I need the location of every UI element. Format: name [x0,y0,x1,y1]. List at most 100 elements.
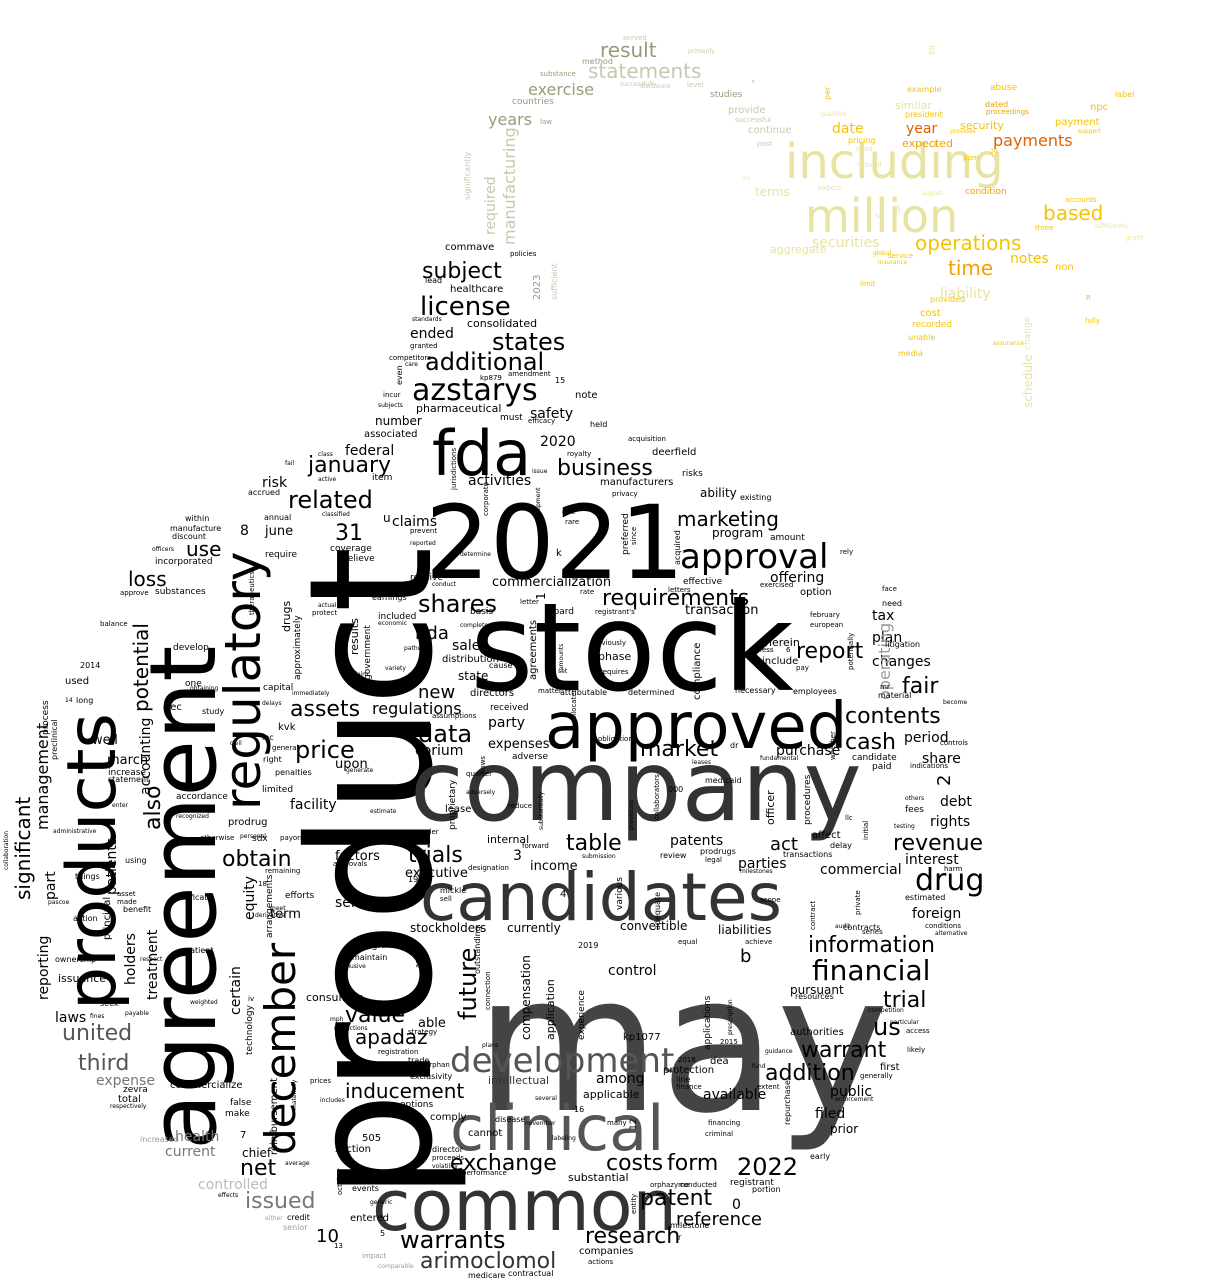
cloud-word: civil [230,740,242,747]
cloud-word: allocated [570,688,578,720]
cloud-word: cash [845,730,896,755]
cloud-word: registrant [730,1178,774,1188]
cloud-word: letter [520,598,539,606]
cloud-word: reference [676,1209,762,1230]
cloud-word: comparable [378,1263,414,1270]
cloud-word: prices [310,1077,331,1085]
cloud-word: parties [738,856,787,872]
cloud-word: insurance [878,259,908,266]
cloud-word: asset [117,890,136,898]
cloud-word: rely [840,548,853,556]
cloud-word: technology [245,1004,255,1055]
cloud-word: date [832,121,864,137]
cloud-word: derivative [255,912,285,919]
cloud-word: provided [930,295,965,304]
cloud-word: media [898,349,923,358]
cloud-word: term [270,907,301,922]
cloud-word: prescription [727,999,734,1035]
cloud-word: granted [410,342,438,350]
cloud-word: agreement [130,646,237,1150]
cloud-word: expense [96,1073,155,1089]
cloud-word: value [345,1003,405,1028]
cloud-word: trade [408,1056,429,1065]
cloud-word: develop [173,643,209,653]
cloud-word: R [1086,294,1091,302]
cloud-word: aggregate [770,243,827,256]
cloud-word: chief [242,1146,272,1160]
cloud-word: basis [470,607,493,617]
cloud-word: acquisition [628,435,666,443]
cloud-word: forward [522,842,549,850]
cloud-word: also [141,785,166,830]
cloud-word: azstarys [412,373,538,408]
cloud-word: guidance [765,1048,793,1055]
cloud-word: abuse [990,83,1018,93]
cloud-word: schedule [1021,354,1035,408]
cloud-word: third [78,1051,129,1076]
cloud-word: patient [185,946,213,955]
cloud-word: less [760,646,774,654]
cloud-word: 6 [786,646,791,654]
cloud-word: note [575,390,598,401]
cloud-word: active [318,476,337,483]
cloud-word: arimoclomol [420,1249,556,1274]
cloud-word: discount [172,532,206,541]
cloud-word: 2023 [532,275,543,300]
cloud-word: manufacturers [600,477,673,488]
cloud-word: data [418,720,472,748]
cloud-word: actions [588,1258,614,1266]
cloud-word: material [878,691,911,700]
cloud-word: factors [335,849,380,864]
cloud-word: preclinical [50,719,59,760]
cloud-word: employees [793,687,837,696]
cloud-word: regulations [372,699,462,718]
cloud-word: designation [468,864,509,872]
cloud-word: alternative [935,930,968,937]
cloud-word: orphazyme [650,1181,689,1189]
cloud-word: events [352,1184,379,1193]
cloud-word: non [1055,262,1074,273]
cloud-word: enforcement [835,1096,874,1103]
cloud-word: efforts [285,891,314,901]
cloud-word: agreed [414,943,422,968]
cloud-word: related [288,486,373,514]
cloud-word: experience [577,990,587,1040]
cloud-word: average [285,1160,310,1167]
cloud-word: officer [764,790,777,825]
cloud-word: competition [868,1007,904,1014]
cloud-word: report [796,639,864,664]
cloud-word: certain [228,966,244,1015]
cloud-word: connection [484,971,492,1010]
cloud-word: government [363,625,373,680]
cloud-word: qualified [820,111,846,118]
cloud-word: sec [165,702,182,713]
cloud-word: 13 [334,1242,343,1250]
cloud-word: c [752,79,755,85]
cloud-word: care [405,361,418,368]
cloud-word: include [762,656,798,667]
cloud-word: fully [1085,317,1100,325]
cloud-word: prodrugs [700,847,736,856]
cloud-word: credit [287,1213,310,1222]
cloud-word: loss [128,567,167,591]
cloud-word: controlled [198,1177,268,1193]
cloud-word: arrangements [265,874,275,938]
cloud-word: complete [460,622,488,629]
cloud-word: products [53,713,132,1010]
cloud-word: llc [845,814,853,822]
cloud-word: exercised [760,581,793,589]
cloud-word: fines [90,1013,104,1020]
cloud-word: dated [985,100,1008,109]
cloud-word: 19 [408,875,418,884]
cloud-word: make [225,1109,250,1119]
cloud-word: applications [703,995,713,1050]
cloud-word: substantially [538,791,545,830]
cloud-word: earnings [372,593,407,602]
cloud-word: section [335,1144,371,1155]
cloud-word: disease [495,1115,525,1124]
cloud-word: compliance [692,643,703,700]
cloud-word: mph [330,1016,344,1023]
cloud-word: letters [668,586,691,594]
cloud-word: 15 [555,376,565,385]
cloud-word: commercialization [492,575,611,590]
